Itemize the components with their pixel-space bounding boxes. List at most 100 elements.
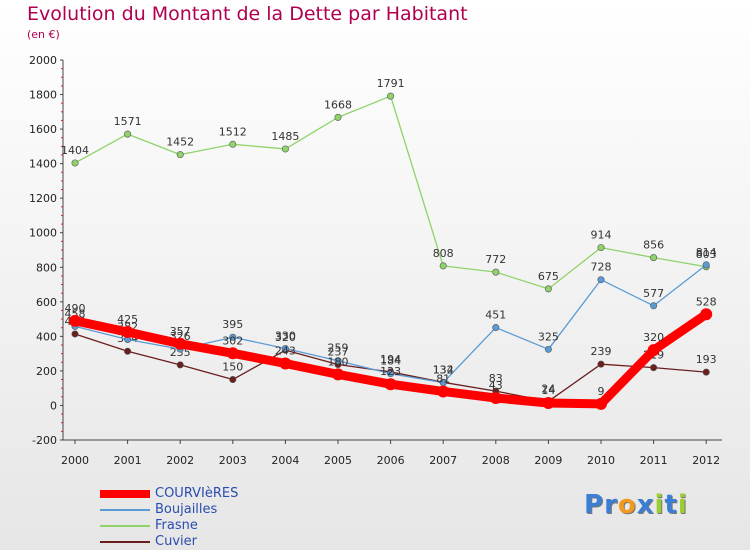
data-label: 193: [696, 353, 717, 366]
data-point: [176, 361, 184, 369]
legend-swatch: [100, 525, 150, 527]
x-tick-label: 2008: [482, 454, 510, 467]
x-tick-label: 2005: [324, 454, 352, 467]
data-point: [334, 113, 342, 121]
x-tick-label: 2003: [219, 454, 247, 467]
data-label: 132: [433, 364, 454, 377]
data-point: [650, 254, 658, 262]
data-label: 194: [380, 353, 401, 366]
y-tick-label: 400: [36, 330, 57, 343]
data-point: [597, 276, 605, 284]
data-label: 1452: [166, 136, 194, 149]
x-tick-label: 2002: [166, 454, 194, 467]
legend-label: Boujailles: [155, 502, 218, 517]
data-point: [69, 314, 81, 327]
series-line-2: [74, 95, 707, 290]
data-label: 1485: [271, 130, 299, 143]
data-point: [542, 397, 555, 410]
data-label: 330: [275, 329, 296, 342]
data-label: 180: [328, 355, 349, 368]
logo-letter: i: [654, 490, 665, 520]
data-point: [439, 262, 447, 270]
data-label: 490: [65, 302, 86, 315]
chart-title: Evolution du Montant de la Dette par Hab…: [27, 3, 468, 25]
data-label: 395: [222, 318, 243, 331]
x-tick-label: 2006: [377, 454, 405, 467]
data-point: [437, 385, 450, 398]
data-point: [334, 357, 342, 365]
y-tick-label: 1600: [29, 123, 57, 136]
data-label: 325: [538, 330, 559, 343]
data-point: [121, 326, 134, 339]
data-label: 9: [598, 385, 605, 398]
data-point: [226, 347, 239, 360]
data-point: [229, 333, 237, 341]
data-label: 150: [222, 361, 243, 374]
logo-letter: o: [617, 490, 637, 520]
data-point: [544, 345, 552, 353]
data-point: [281, 344, 289, 352]
data-label: 1668: [324, 98, 352, 111]
y-tick-label: 1400: [29, 158, 57, 171]
data-label: 458: [65, 307, 86, 320]
data-point: [544, 285, 552, 293]
x-tick-label: 2011: [640, 454, 668, 467]
y-tick-label: 800: [36, 261, 57, 274]
data-label: 320: [643, 331, 664, 344]
y-tick-label: 600: [36, 296, 57, 309]
legend-label: COURVIèRES: [155, 486, 239, 501]
data-point: [595, 397, 607, 410]
data-label: 451: [485, 309, 506, 322]
data-point: [124, 347, 132, 355]
data-label: 123: [380, 365, 401, 378]
data-label: 675: [538, 270, 559, 283]
legend-swatch: [100, 490, 150, 498]
data-point: [489, 392, 502, 405]
x-tick-label: 2012: [692, 454, 720, 467]
data-point: [387, 370, 395, 378]
data-label: 728: [591, 261, 612, 274]
data-point: [387, 92, 395, 100]
data-point: [279, 357, 292, 370]
data-label: 772: [485, 253, 506, 266]
data-point: [702, 261, 710, 269]
x-tick-label: 2009: [534, 454, 562, 467]
logo-letter: r: [604, 490, 618, 520]
x-tick-label: 2010: [587, 454, 615, 467]
data-point: [384, 378, 397, 391]
logo-letter: i: [677, 490, 688, 520]
data-label: 43: [489, 379, 503, 392]
y-tick-label: 0: [50, 399, 57, 412]
data-label: 814: [696, 246, 717, 259]
legend-swatch: [100, 509, 150, 511]
data-point: [71, 330, 79, 338]
data-point: [492, 324, 500, 332]
data-point: [597, 360, 605, 368]
data-label: 24: [541, 382, 555, 395]
data-point: [700, 308, 713, 321]
legend-label: Cuvier: [155, 534, 197, 549]
data-label: 357: [170, 325, 191, 338]
data-point: [650, 302, 658, 310]
legend-swatch: [100, 541, 150, 543]
data-label: 302: [222, 334, 243, 347]
y-tick-label: 2000: [29, 54, 57, 67]
data-label: 803: [696, 248, 717, 261]
x-tick-label: 2000: [61, 454, 89, 467]
data-label: 239: [591, 345, 612, 358]
data-label: 1512: [219, 125, 247, 138]
data-label: 577: [643, 287, 664, 300]
chart-subtitle: (en €): [27, 28, 60, 41]
logo-letter: x: [636, 490, 655, 520]
x-tick-label: 2007: [429, 454, 457, 467]
data-label: 1791: [377, 77, 405, 90]
data-label: 14: [541, 384, 555, 397]
data-point: [332, 368, 344, 381]
data-point: [124, 130, 132, 138]
data-label: 914: [591, 229, 612, 242]
data-label: 1404: [61, 144, 89, 157]
data-label: 81: [436, 372, 450, 385]
data-label: 134: [433, 363, 454, 376]
